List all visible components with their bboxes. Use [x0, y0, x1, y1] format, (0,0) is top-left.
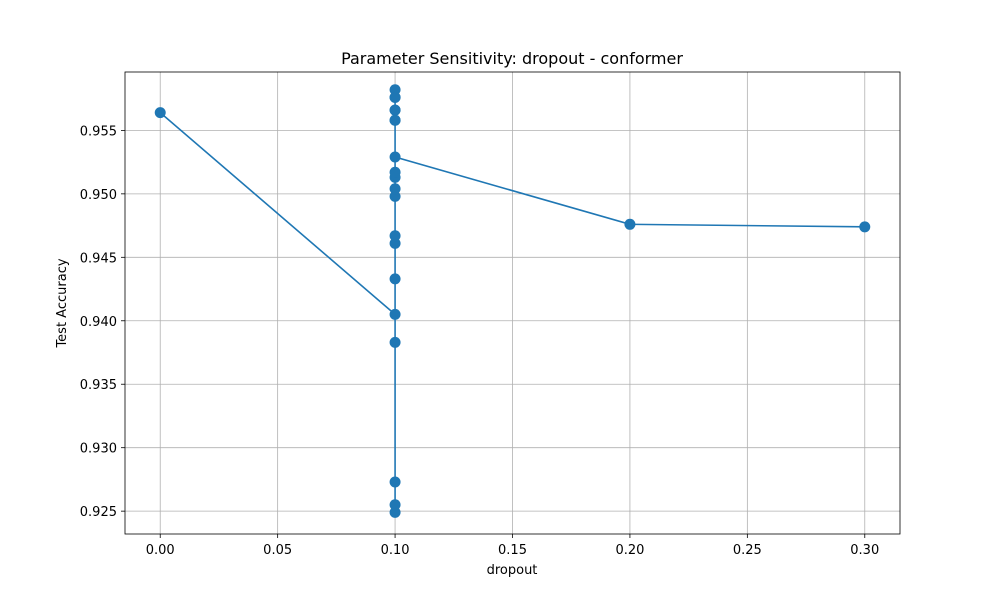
- x-tick-label: 0.05: [263, 543, 292, 558]
- data-point: [389, 166, 401, 178]
- y-tick-label: 0.925: [80, 505, 117, 520]
- data-point: [859, 221, 871, 233]
- data-point: [389, 237, 401, 249]
- y-tick-label: 0.930: [80, 442, 117, 457]
- data-point: [389, 499, 401, 511]
- data-point: [389, 273, 401, 285]
- x-axis-label: dropout: [487, 563, 538, 578]
- x-tick-label: 0.10: [381, 543, 410, 558]
- series-layer: [154, 84, 871, 518]
- y-tick-label: 0.955: [80, 124, 117, 139]
- y-tick-label: 0.945: [80, 251, 117, 266]
- y-tick-label: 0.950: [80, 188, 117, 203]
- x-tick-label: 0.00: [146, 543, 175, 558]
- data-point: [389, 308, 401, 320]
- y-tick-label: 0.940: [80, 315, 117, 330]
- data-point: [624, 218, 636, 230]
- x-tick-label: 0.20: [615, 543, 644, 558]
- data-point: [389, 104, 401, 116]
- data-point: [389, 506, 401, 518]
- grid: [125, 72, 900, 534]
- data-point: [389, 114, 401, 126]
- data-point: [389, 151, 401, 163]
- data-point: [389, 91, 401, 103]
- data-point: [389, 476, 401, 488]
- y-tick-label: 0.935: [80, 378, 117, 393]
- data-point: [389, 230, 401, 242]
- x-tick-label: 0.15: [498, 543, 527, 558]
- data-point: [389, 190, 401, 202]
- data-point: [389, 183, 401, 195]
- data-point: [389, 84, 401, 96]
- x-tick-label: 0.25: [733, 543, 762, 558]
- chart-title: Parameter Sensitivity: dropout - conform…: [341, 49, 683, 68]
- data-point: [154, 107, 166, 119]
- axis-ticks: 0.00 0.05 0.10 0.15 0.20 0.25 0.30 0.925 0.930 0.…: [80, 124, 879, 558]
- data-point: [389, 336, 401, 348]
- y-axis-label: Test Accuracy: [55, 258, 70, 348]
- x-tick-label: 0.30: [850, 543, 879, 558]
